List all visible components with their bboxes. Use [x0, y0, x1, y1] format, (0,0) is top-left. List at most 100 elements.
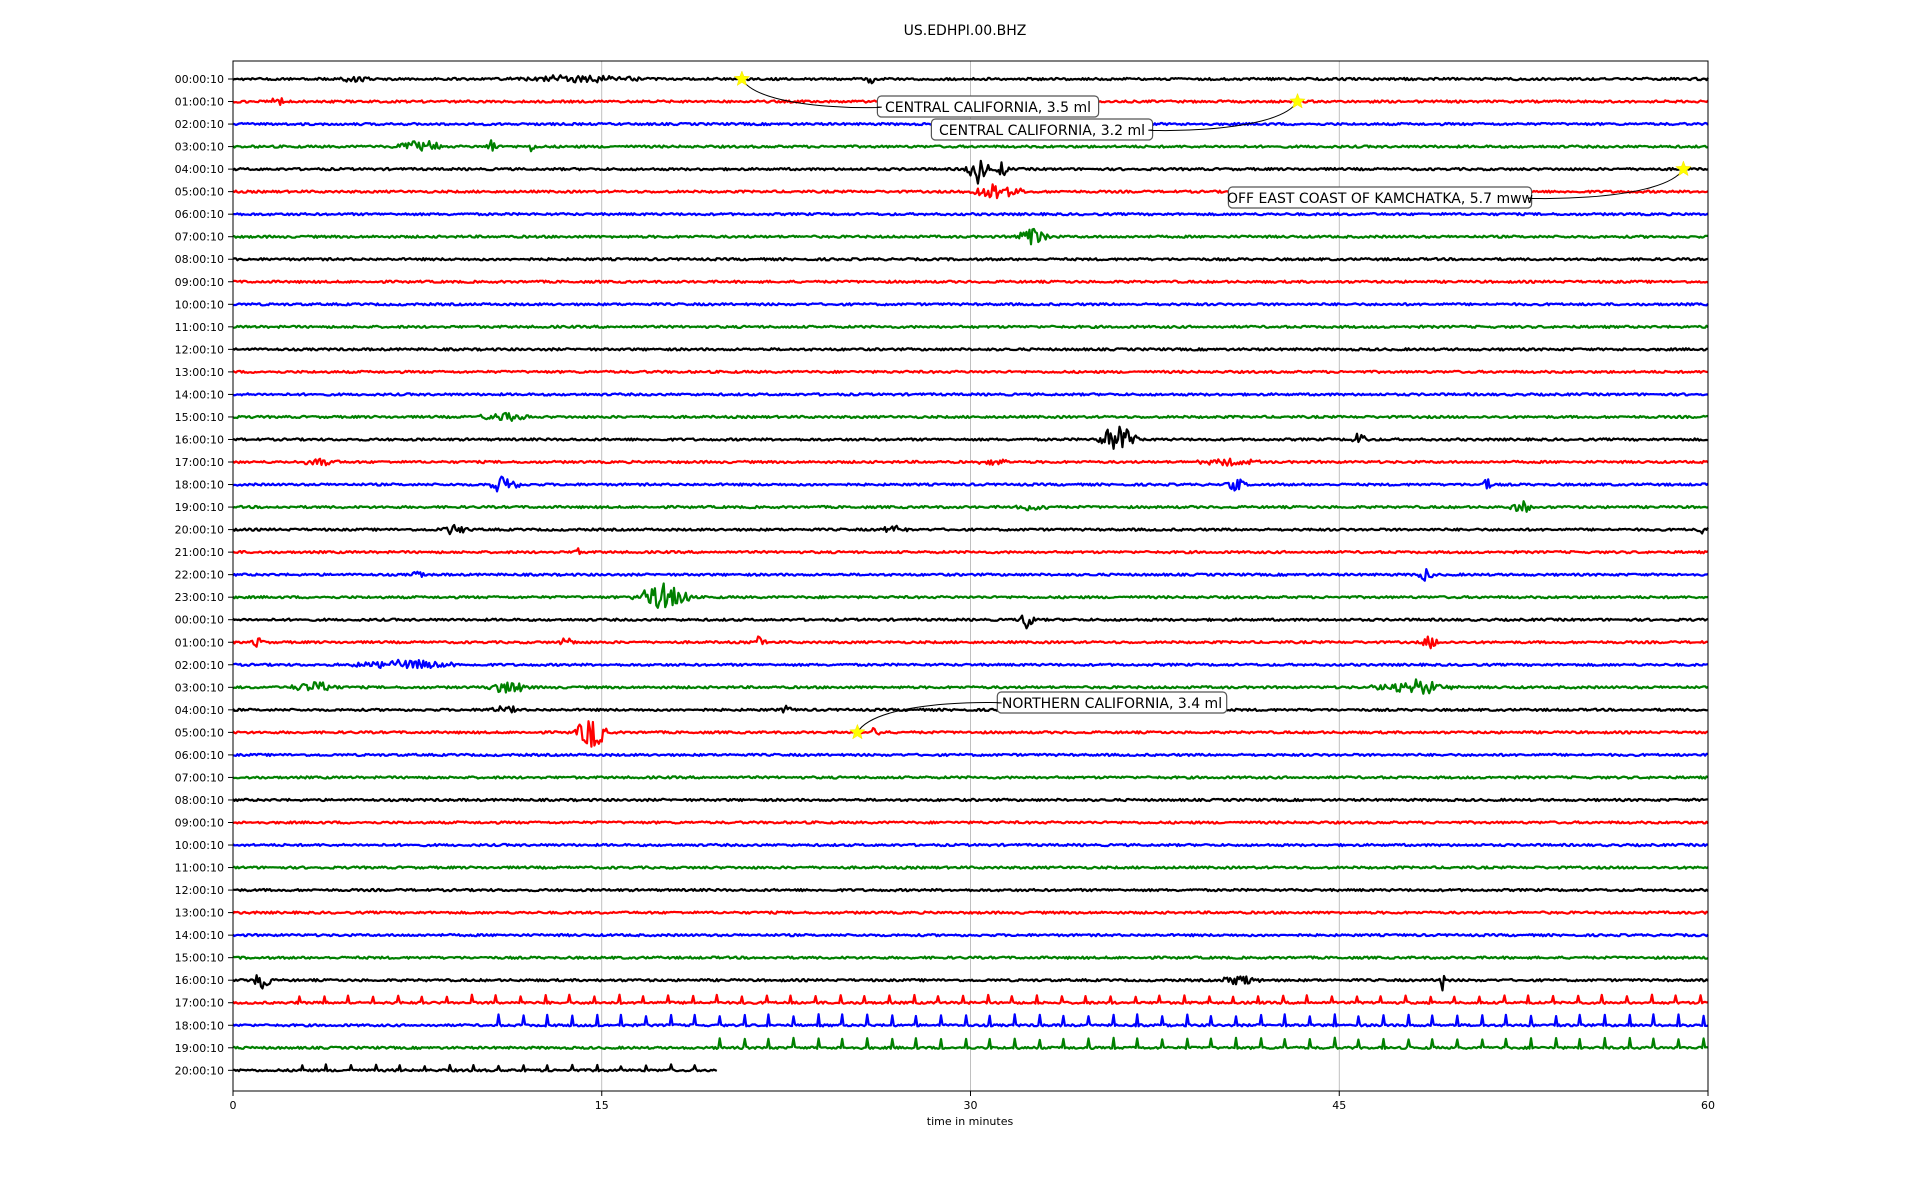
trace-line — [232, 955, 1709, 960]
event-connector — [856, 701, 1002, 733]
event-star-marker — [1289, 92, 1306, 109]
trace-line — [232, 752, 1708, 758]
y-tick-label: 08:00:10 — [175, 253, 224, 266]
y-tick-label: 07:00:10 — [175, 771, 224, 784]
x-tick-label: 0 — [230, 1099, 237, 1112]
y-tick-label: 03:00:10 — [175, 681, 224, 694]
event-star-marker — [1675, 160, 1692, 177]
trace-line — [232, 797, 1708, 803]
y-tick-label: 11:00:10 — [175, 321, 224, 334]
trace-line — [233, 212, 1709, 217]
row-time-labels: 00:00:10 01:00:10 02:00:10 03:00:10 04:00:10… — [175, 73, 233, 1077]
trace-line — [232, 547, 1709, 556]
trace-line — [232, 974, 1709, 992]
event-annotation: CENTRAL CALIFORNIA, 3.2 ml — [930, 92, 1306, 141]
y-tick-label: 15:00:10 — [175, 411, 224, 424]
y-tick-label: 11:00:10 — [175, 862, 224, 875]
trace-line — [232, 279, 1709, 284]
trace-line — [233, 324, 1709, 329]
x-tick-label: 15 — [595, 1099, 609, 1112]
x-tick-label: 45 — [1332, 1099, 1346, 1112]
trace-line — [232, 582, 1709, 609]
event-label: CENTRAL CALIFORNIA, 3.5 ml — [885, 100, 1091, 116]
chart-title: US.EDHPI.00.BHZ — [904, 23, 1027, 39]
trace-line — [232, 347, 1709, 352]
y-tick-label: 04:00:10 — [175, 163, 224, 176]
y-tick-label: 16:00:10 — [175, 433, 224, 446]
event-star-marker — [849, 723, 866, 740]
seismic-traces — [232, 74, 1709, 1073]
y-tick-label: 20:00:10 — [175, 524, 224, 537]
trace-line — [232, 887, 1709, 893]
event-annotation: OFF EAST COAST OF KAMCHATKA, 5.7 mww — [1227, 160, 1692, 209]
event-connector — [741, 78, 882, 109]
y-tick-label: 00:00:10 — [175, 614, 224, 627]
y-tick-label: 06:00:10 — [175, 208, 224, 221]
trace-line — [232, 227, 1709, 246]
y-tick-label: 14:00:10 — [175, 929, 224, 942]
y-tick-label: 13:00:10 — [175, 366, 224, 379]
y-tick-label: 05:00:10 — [175, 186, 224, 199]
y-tick-label: 18:00:10 — [175, 1019, 224, 1032]
y-tick-label: 13:00:10 — [175, 907, 224, 920]
y-tick-label: 15:00:10 — [175, 952, 224, 965]
trace-line — [232, 775, 1709, 780]
y-tick-label: 12:00:10 — [175, 884, 224, 897]
trace-line — [232, 159, 1709, 185]
y-tick-label: 09:00:10 — [175, 816, 224, 829]
trace-line — [232, 993, 1708, 1005]
event-star-marker — [733, 70, 751, 87]
y-tick-label: 00:00:10 — [175, 73, 224, 86]
trace-line — [232, 475, 1709, 493]
trace-line — [232, 411, 1709, 422]
y-tick-label: 05:00:10 — [175, 726, 224, 739]
event-label: CENTRAL CALIFORNIA, 3.2 ml — [939, 123, 1145, 139]
trace-line — [232, 820, 1709, 825]
trace-line — [232, 910, 1709, 915]
x-tick-label: 60 — [1701, 1099, 1715, 1112]
trace-line — [232, 425, 1709, 450]
trace-line — [232, 392, 1709, 397]
y-tick-label: 19:00:10 — [175, 1042, 224, 1055]
event-connector — [1527, 168, 1684, 200]
event-annotation: NORTHERN CALIFORNIA, 3.4 ml — [849, 691, 1228, 740]
trace-line — [232, 635, 1709, 650]
trace-line — [232, 139, 1709, 153]
trace-line — [232, 658, 1709, 670]
y-tick-label: 08:00:10 — [175, 794, 224, 807]
trace-line — [233, 865, 1709, 870]
y-tick-label: 09:00:10 — [175, 276, 224, 289]
trace-line — [232, 1036, 1709, 1050]
y-tick-label: 20:00:10 — [175, 1064, 224, 1077]
y-tick-label: 12:00:10 — [175, 343, 224, 356]
trace-line — [232, 614, 1709, 630]
event-annotations: CENTRAL CALIFORNIA, 3.5 ml CENTRAL CALIFO… — [733, 70, 1692, 740]
y-tick-label: 06:00:10 — [175, 749, 224, 762]
trace-line — [232, 257, 1709, 262]
y-tick-label: 17:00:10 — [175, 997, 224, 1010]
trace-line — [232, 1013, 1709, 1028]
trace-line — [232, 457, 1709, 467]
y-tick-label: 07:00:10 — [175, 231, 224, 244]
x-axis-ticks: 0 15 30 45 60 — [230, 1091, 1715, 1112]
y-tick-label: 02:00:10 — [175, 659, 224, 672]
y-tick-label: 02:00:10 — [175, 118, 224, 131]
event-connector — [1148, 101, 1298, 132]
y-tick-label: 04:00:10 — [175, 704, 224, 717]
y-tick-label: 14:00:10 — [175, 388, 224, 401]
trace-line — [232, 678, 1709, 695]
x-tick-label: 30 — [964, 1099, 978, 1112]
trace-line — [232, 74, 1709, 85]
trace-line — [232, 704, 1709, 714]
y-tick-label: 03:00:10 — [175, 141, 224, 154]
y-tick-label: 01:00:10 — [175, 96, 224, 109]
y-tick-label: 21:00:10 — [175, 546, 224, 559]
y-tick-label: 01:00:10 — [175, 636, 224, 649]
y-tick-label: 22:00:10 — [175, 569, 224, 582]
trace-line — [232, 568, 1709, 582]
y-tick-label: 17:00:10 — [175, 456, 224, 469]
trace-line — [232, 932, 1709, 938]
trace-line — [232, 523, 1709, 536]
event-label: NORTHERN CALIFORNIA, 3.4 ml — [1002, 696, 1222, 712]
